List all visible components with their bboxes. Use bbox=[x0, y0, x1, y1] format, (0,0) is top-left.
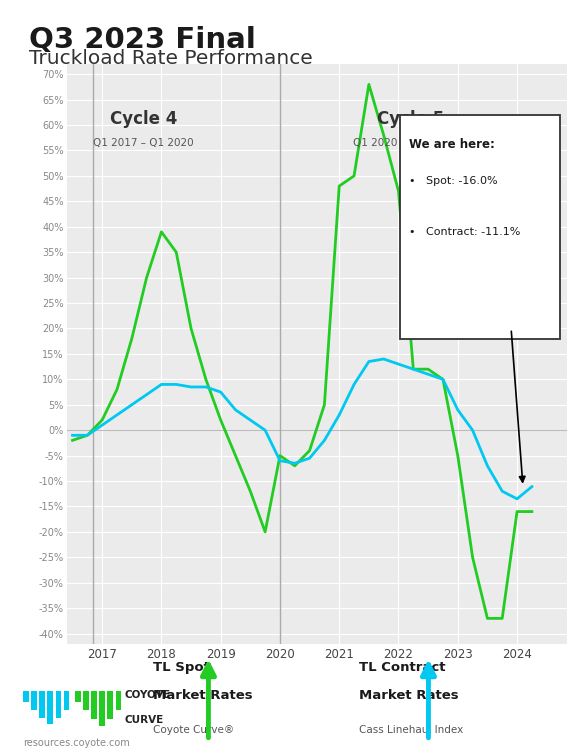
Text: Q3 2023 Final: Q3 2023 Final bbox=[29, 26, 256, 54]
Text: •   Contract: -11.1%: • Contract: -11.1% bbox=[409, 227, 521, 236]
Text: We are here:: We are here: bbox=[409, 138, 495, 151]
Bar bbox=[100, 691, 105, 726]
Bar bbox=[31, 691, 37, 709]
Text: Cycle 5: Cycle 5 bbox=[377, 110, 444, 128]
Bar bbox=[83, 691, 89, 709]
Bar bbox=[91, 691, 97, 719]
Text: Coyote Curve®: Coyote Curve® bbox=[153, 725, 234, 735]
Text: Market Rates: Market Rates bbox=[153, 689, 253, 703]
Text: resources.coyote.com: resources.coyote.com bbox=[23, 738, 130, 748]
Text: Q1 2017 – Q1 2020: Q1 2017 – Q1 2020 bbox=[93, 138, 194, 148]
Text: Q1 2020 – Q1 2024 (f): Q1 2020 – Q1 2024 (f) bbox=[353, 138, 468, 148]
Text: CURVE: CURVE bbox=[124, 715, 164, 724]
Bar bbox=[64, 691, 69, 709]
Text: Truckload Rate Performance: Truckload Rate Performance bbox=[29, 49, 313, 68]
Bar bbox=[75, 691, 81, 703]
Text: Cycle 4: Cycle 4 bbox=[110, 110, 177, 128]
Text: •   Spot: -16.0%: • Spot: -16.0% bbox=[409, 176, 498, 186]
Bar bbox=[56, 691, 61, 718]
Bar bbox=[47, 691, 53, 724]
Bar bbox=[116, 691, 122, 709]
Text: COYOTE: COYOTE bbox=[124, 690, 171, 700]
FancyBboxPatch shape bbox=[400, 115, 560, 339]
Text: Market Rates: Market Rates bbox=[359, 689, 459, 703]
Text: TL Contract: TL Contract bbox=[359, 661, 445, 674]
Bar bbox=[39, 691, 45, 718]
Text: Cass Linehaul Index: Cass Linehaul Index bbox=[359, 725, 463, 735]
Bar bbox=[108, 691, 113, 719]
Text: TL Spot: TL Spot bbox=[153, 661, 210, 674]
Bar bbox=[23, 691, 29, 702]
